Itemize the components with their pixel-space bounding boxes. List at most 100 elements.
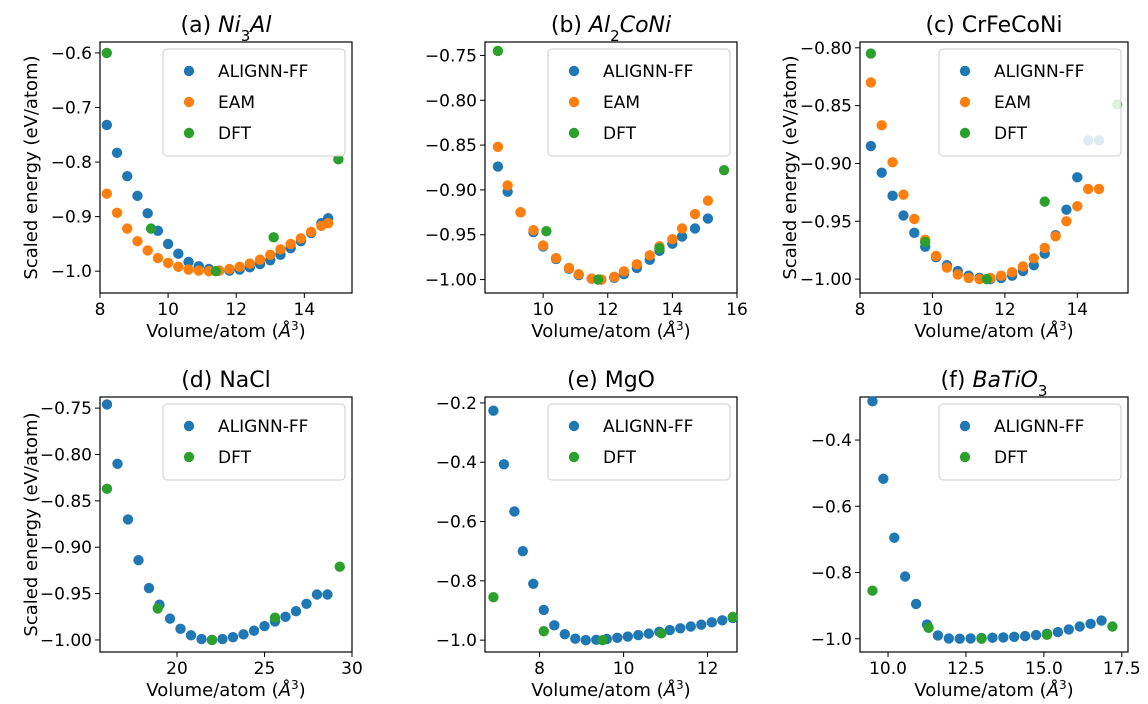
x-tick-label: 8: [95, 300, 106, 320]
data-point-alignn-ff: [612, 632, 623, 643]
data-point-dft: [1039, 196, 1050, 207]
data-point-alignn-ff: [492, 161, 504, 172]
data-point-eam: [631, 259, 643, 270]
series-dft: [492, 45, 730, 285]
legend-marker: [568, 420, 580, 432]
data-point-dft: [1041, 629, 1053, 640]
legend-marker: [568, 96, 580, 108]
legend-label: DFT: [603, 124, 637, 144]
data-point-eam: [876, 120, 887, 131]
y-tick-label: −0.9: [51, 208, 92, 228]
data-point-dft: [981, 273, 992, 285]
data-point-eam: [234, 261, 245, 273]
data-point-alignn-ff: [675, 623, 686, 634]
data-point-alignn-ff: [1030, 629, 1042, 641]
data-point-alignn-ff: [717, 615, 728, 626]
data-point-alignn-ff: [898, 210, 909, 221]
data-point-alignn-ff: [570, 633, 581, 644]
legend-box: [162, 48, 346, 157]
panel-1: (a) Ni3Al 8 10 12 14 −0.6 −0.7 −0.8 −0.9 −1.0 Volu…: [21, 13, 353, 342]
data-point-alignn-ff: [689, 223, 701, 234]
data-point-eam: [550, 252, 562, 264]
data-point-dft: [101, 47, 113, 59]
data-point-alignn-ff: [111, 147, 123, 158]
panel-title: (c) CrFeCoNi: [925, 13, 1062, 38]
legend-label: EAM: [218, 93, 255, 113]
data-point-alignn-ff: [876, 167, 887, 178]
data-point-dft: [865, 48, 877, 59]
data-point-alignn-ff: [322, 589, 333, 600]
legend-marker: [568, 451, 580, 463]
data-point-alignn-ff: [488, 405, 499, 416]
y-axis-label: Scaled energy (eV/atom): [780, 55, 801, 279]
data-point-alignn-ff: [559, 629, 570, 640]
data-point-eam: [502, 180, 513, 191]
y-tick-label: −0.95: [425, 226, 477, 246]
data-point-alignn-ff: [238, 629, 249, 640]
data-point-eam: [101, 188, 113, 199]
y-axis-label: Scaled energy (eV/atom): [21, 412, 42, 636]
data-point-dft: [867, 585, 878, 596]
series-eam: [101, 188, 334, 277]
data-point-alignn-ff: [142, 208, 153, 219]
data-point-dft: [152, 603, 163, 614]
data-point-alignn-ff: [932, 630, 944, 641]
legend-label: ALIGNN-FF: [218, 62, 308, 82]
legend-marker: [959, 451, 971, 463]
data-point-alignn-ff: [132, 190, 143, 202]
data-point-alignn-ff: [101, 399, 113, 410]
data-point-alignn-ff: [1019, 630, 1031, 642]
data-point-alignn-ff: [259, 620, 270, 632]
y-tick-label: −0.2: [436, 394, 477, 414]
series-alignn-ff: [492, 161, 714, 285]
data-point-alignn-ff: [643, 628, 654, 639]
y-tick-label: −1.0: [51, 262, 92, 282]
series-eam: [492, 141, 714, 285]
y-tick-label: −1.00: [425, 271, 477, 291]
legend-label: ALIGNN-FF: [603, 417, 693, 437]
data-point-alignn-ff: [185, 630, 197, 641]
data-point-eam: [142, 245, 153, 256]
y-tick-label: −0.4: [811, 431, 852, 451]
panel-6: (f) BaTiO3 10.0 12.5 15.0 17.5 −0.4 −0.6 −0.8 −1…: [811, 368, 1141, 701]
x-tick-label: 10: [157, 300, 179, 320]
series-dft: [867, 585, 1118, 644]
data-point-eam: [1006, 266, 1018, 278]
data-point-eam: [162, 257, 174, 269]
y-tick-label: −1.00: [800, 270, 852, 290]
legend-label: DFT: [994, 448, 1028, 468]
y-axis-label: Scaled energy (eV/atom): [21, 55, 42, 279]
legend: ALIGNN-FF DFT: [547, 403, 731, 481]
legend-marker: [183, 96, 195, 108]
y-tick-label: −1.00: [40, 631, 92, 651]
panel-3: (c) CrFeCoNi 8 10 12 14 −0.80 −0.85 −0.90 −0.95 −…: [780, 13, 1129, 342]
series-dft: [101, 483, 345, 646]
plot-frame: [859, 396, 1129, 653]
data-point-dft: [492, 45, 504, 57]
data-point-eam: [537, 240, 549, 251]
plot-frame: [859, 41, 1129, 294]
legend-label: DFT: [603, 448, 637, 468]
data-point-alignn-ff: [101, 119, 113, 131]
data-point-eam: [1017, 261, 1029, 272]
data-point-alignn-ff: [175, 623, 186, 635]
x-tick-label: 15.0: [1025, 659, 1063, 679]
legend-label: ALIGNN-FF: [994, 417, 1084, 437]
data-point-eam: [930, 250, 942, 262]
legend-marker: [183, 451, 195, 463]
data-point-alignn-ff: [702, 213, 714, 224]
y-tick-label: −0.85: [800, 97, 852, 117]
data-point-alignn-ff: [183, 256, 194, 268]
data-point-dft: [210, 265, 221, 277]
y-tick-label: −0.6: [51, 44, 92, 64]
data-point-eam: [996, 270, 1007, 281]
data-point-alignn-ff: [509, 506, 520, 517]
legend-label: DFT: [218, 124, 252, 144]
data-point-dft: [541, 225, 552, 237]
data-point-alignn-ff: [998, 632, 1009, 643]
legend-marker: [183, 420, 195, 432]
data-point-alignn-ff: [538, 604, 549, 616]
plot-frame: [99, 41, 353, 294]
legend-box: [547, 48, 731, 157]
y-tick-label: −0.80: [40, 445, 92, 465]
